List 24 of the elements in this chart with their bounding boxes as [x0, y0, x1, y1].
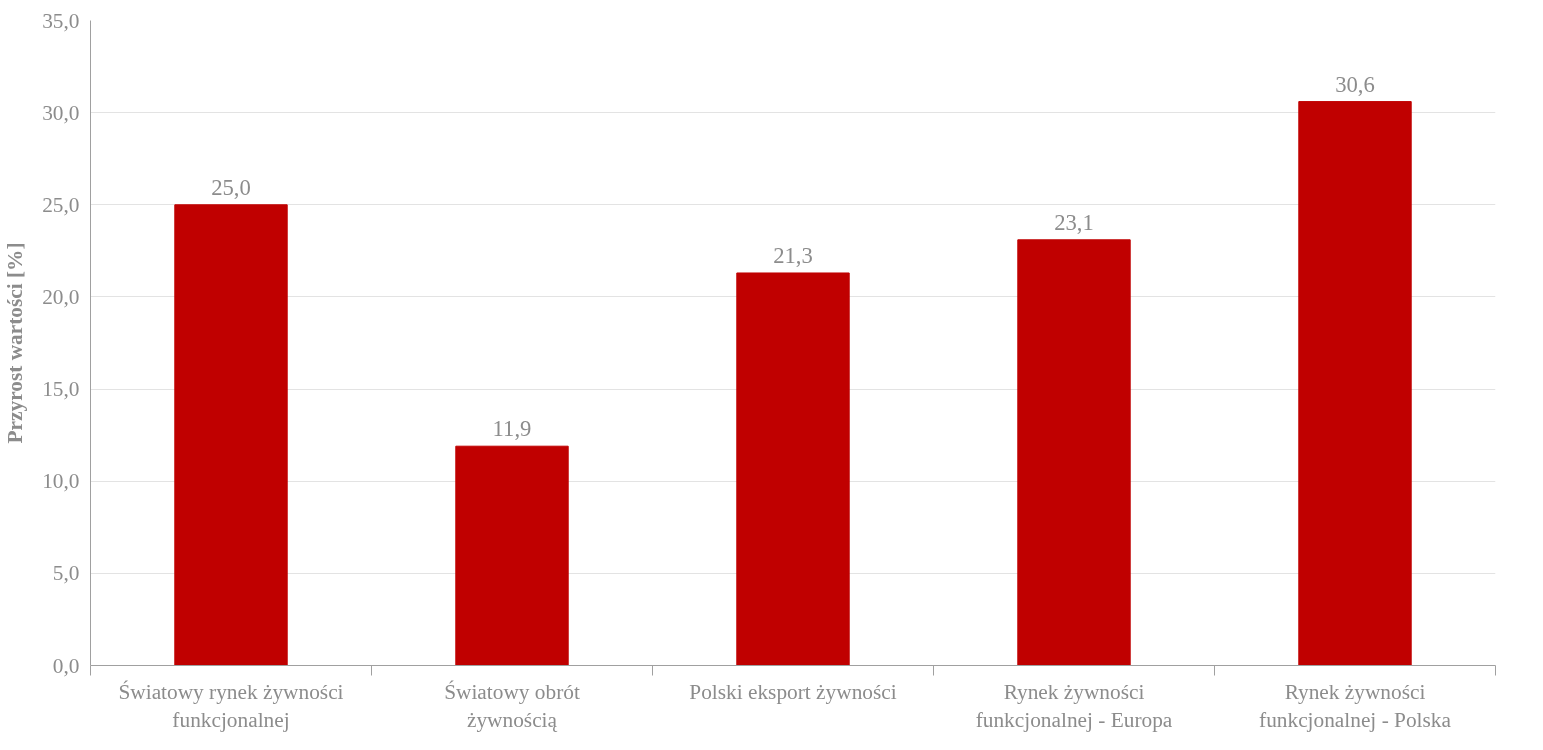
data-label: 25,0 [211, 174, 251, 200]
bar [1298, 101, 1412, 666]
bar [736, 272, 850, 666]
x-tick-label: Polski eksport żywności [689, 679, 897, 704]
bar [455, 445, 569, 666]
y-tick-label: 20,0 [42, 284, 80, 309]
x-tick-label: Rynek żywności funkcjonalnej - Europa [975, 679, 1173, 733]
data-label: 11,9 [492, 416, 532, 442]
bar [1017, 239, 1131, 666]
x-tick-label: Światowy obrót żywnością [444, 679, 580, 733]
y-tick-label: 35,0 [42, 8, 80, 33]
y-tick-label: 0,0 [52, 653, 80, 678]
x-tick-label: Światowy rynek żywności funkcjonalnej [118, 679, 344, 733]
x-tick-label: Rynek żywności funkcjonalnej - Polska [1259, 679, 1452, 733]
data-label: 30,6 [1335, 71, 1375, 97]
y-tick-label: 10,0 [42, 469, 80, 494]
y-tick-label: 30,0 [42, 100, 80, 125]
data-label: 21,3 [773, 242, 813, 268]
y-tick-label: 15,0 [42, 377, 80, 402]
bar [174, 204, 288, 666]
y-axis-title: Przyrost wartości [%] [3, 242, 28, 444]
y-tick-label: 25,0 [42, 192, 80, 217]
data-label: 23,1 [1054, 209, 1094, 235]
y-tick-label: 5,0 [52, 561, 80, 586]
